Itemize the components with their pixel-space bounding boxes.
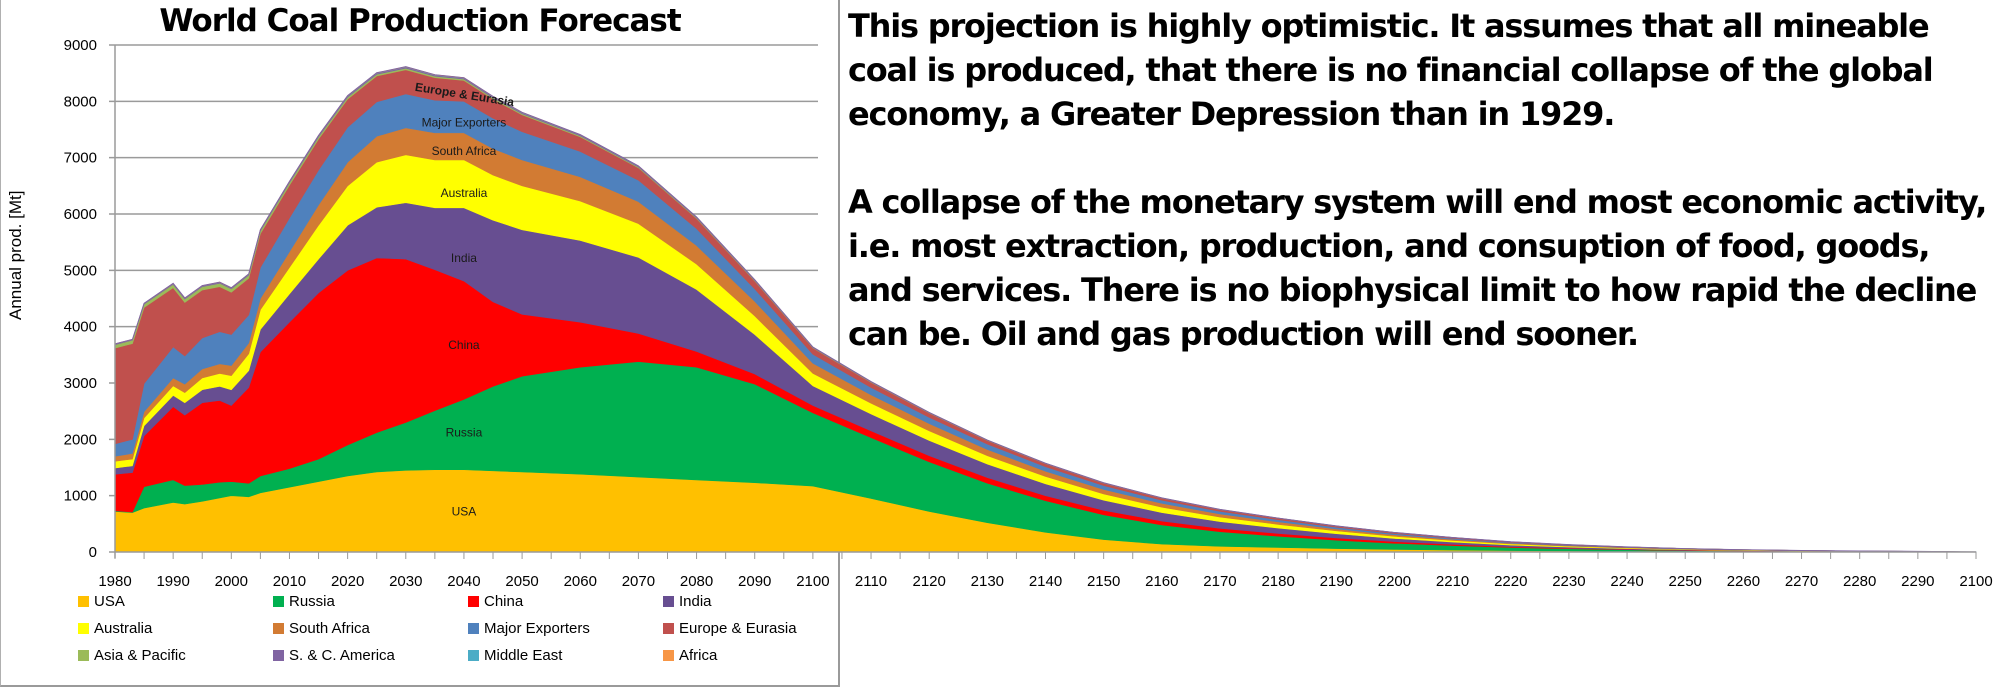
legend-swatch [468, 623, 479, 634]
x-tick-label: 2250 [1669, 573, 1702, 590]
legend-swatch [663, 596, 674, 607]
legend-item: Europe & Eurasia [663, 620, 797, 637]
y-tick-label: 4000 [64, 319, 97, 336]
legend-item: S. & C. America [273, 647, 395, 664]
legend-item: Africa [663, 647, 717, 664]
legend-item: Asia & Pacific [78, 647, 186, 664]
legend-label: USA [94, 593, 125, 610]
inline-label: India [451, 251, 477, 265]
x-tick-label: 2140 [1029, 573, 1062, 590]
x-tick-label: 2170 [1203, 573, 1236, 590]
x-tick-label: 2020 [331, 573, 364, 590]
legend-label: Europe & Eurasia [679, 620, 797, 637]
y-tick-label: 1000 [64, 488, 97, 505]
legend-label: Asia & Pacific [94, 647, 186, 664]
y-tick-label: 3000 [64, 375, 97, 392]
legend-item: China [468, 593, 523, 610]
legend-item: Major Exporters [468, 620, 590, 637]
legend-swatch [273, 623, 284, 634]
y-tick-label: 2000 [64, 431, 97, 448]
chart-frame [0, 0, 840, 687]
legend-swatch [468, 650, 479, 661]
x-tick-label: 2240 [1610, 573, 1643, 590]
total-outline [114, 66, 1977, 553]
x-tick-label: 2230 [1552, 573, 1585, 590]
stacked-areas [114, 66, 1977, 553]
x-tick-label: 2080 [680, 573, 713, 590]
legend-label: Africa [679, 647, 718, 664]
legend-swatch [468, 596, 479, 607]
legend-label: South Africa [289, 620, 370, 637]
x-tick-label: 2280 [1843, 573, 1876, 590]
legend-swatch [273, 650, 284, 661]
x-tick-label: 2100 [796, 573, 829, 590]
legend-item: Russia [273, 593, 335, 610]
x-tick-label: 2270 [1785, 573, 1818, 590]
commentary-paragraph-2: A collapse of the monetary system will e… [848, 183, 1987, 353]
x-tick-label: 1990 [156, 573, 189, 590]
inline-label: USA [452, 504, 477, 518]
legend-item: Australia [78, 620, 152, 637]
y-tick-label: 0 [89, 544, 97, 561]
legend-swatch [78, 596, 89, 607]
x-tick-label: 2190 [1320, 573, 1353, 590]
inline-label: China [448, 338, 480, 352]
x-tick-label: 2180 [1261, 573, 1294, 590]
x-tick-label: 2220 [1494, 573, 1527, 590]
legend-item: Middle East [468, 647, 562, 664]
x-tick-label: 2160 [1145, 573, 1178, 590]
x-tick-label: 2090 [738, 573, 771, 590]
y-tick-label: 8000 [64, 93, 97, 110]
inline-label: Australia [441, 186, 488, 200]
legend-item: India [663, 593, 712, 610]
commentary-text: This projection is highly optimistic. It… [848, 4, 1998, 400]
x-tick-label: 2010 [273, 573, 306, 590]
x-tick-label: 2070 [622, 573, 655, 590]
inline-label: Major Exporters [422, 116, 507, 130]
x-tick-label: 2150 [1087, 573, 1120, 590]
x-tick-label: 2060 [564, 573, 597, 590]
legend-label: Major Exporters [484, 620, 590, 637]
x-tick-label: 1980 [98, 573, 131, 590]
legend-label: Australia [94, 620, 153, 637]
x-tick-label: 2200 [1378, 573, 1411, 590]
legend-swatch [78, 650, 89, 661]
x-tick-label: 2110 [855, 573, 887, 590]
x-tick-label: 2100 [1959, 573, 1992, 590]
x-tick-label: 2210 [1436, 573, 1469, 590]
legend-swatch [663, 623, 674, 634]
x-tick-label: 2050 [505, 573, 538, 590]
legend-label: Middle East [484, 647, 563, 664]
x-tick-label: 2290 [1901, 573, 1934, 590]
commentary-paragraph-1: This projection is highly optimistic. It… [848, 7, 1934, 133]
legend-item: USA [78, 593, 125, 610]
chart-title: World Coal Production Forecast [159, 3, 681, 39]
legend-label: India [679, 593, 712, 610]
inline-label: South Africa [432, 144, 497, 158]
x-tick-label: 2000 [215, 573, 248, 590]
inline-label: Russia [446, 426, 483, 440]
y-tick-label: 5000 [64, 262, 97, 279]
y-tick-label: 9000 [64, 37, 97, 54]
x-tick-label: 2260 [1727, 573, 1760, 590]
legend-swatch [273, 596, 284, 607]
x-tick-label: 2130 [971, 573, 1004, 590]
legend-label: S. & C. America [289, 647, 395, 664]
x-tick-label: 2030 [389, 573, 422, 590]
axes [109, 45, 1977, 559]
x-tick-label: 2040 [447, 573, 480, 590]
x-tick-labels: 1980 1990 2000 2010 2020 2030 2040 2050 2060 2070… [98, 573, 1992, 590]
legend-swatch [663, 650, 674, 661]
y-tick-label: 6000 [64, 206, 97, 223]
y-tick-labels: 0 1000 2000 3000 4000 5000 6000 7000 8000 9000 [64, 37, 97, 561]
legend-label: Russia [289, 593, 335, 610]
legend-item: South Africa [273, 620, 370, 637]
y-tick-label: 7000 [64, 150, 97, 167]
x-tick-label: 2120 [913, 573, 946, 590]
legend-label: China [484, 593, 524, 610]
legend-swatch [78, 623, 89, 634]
